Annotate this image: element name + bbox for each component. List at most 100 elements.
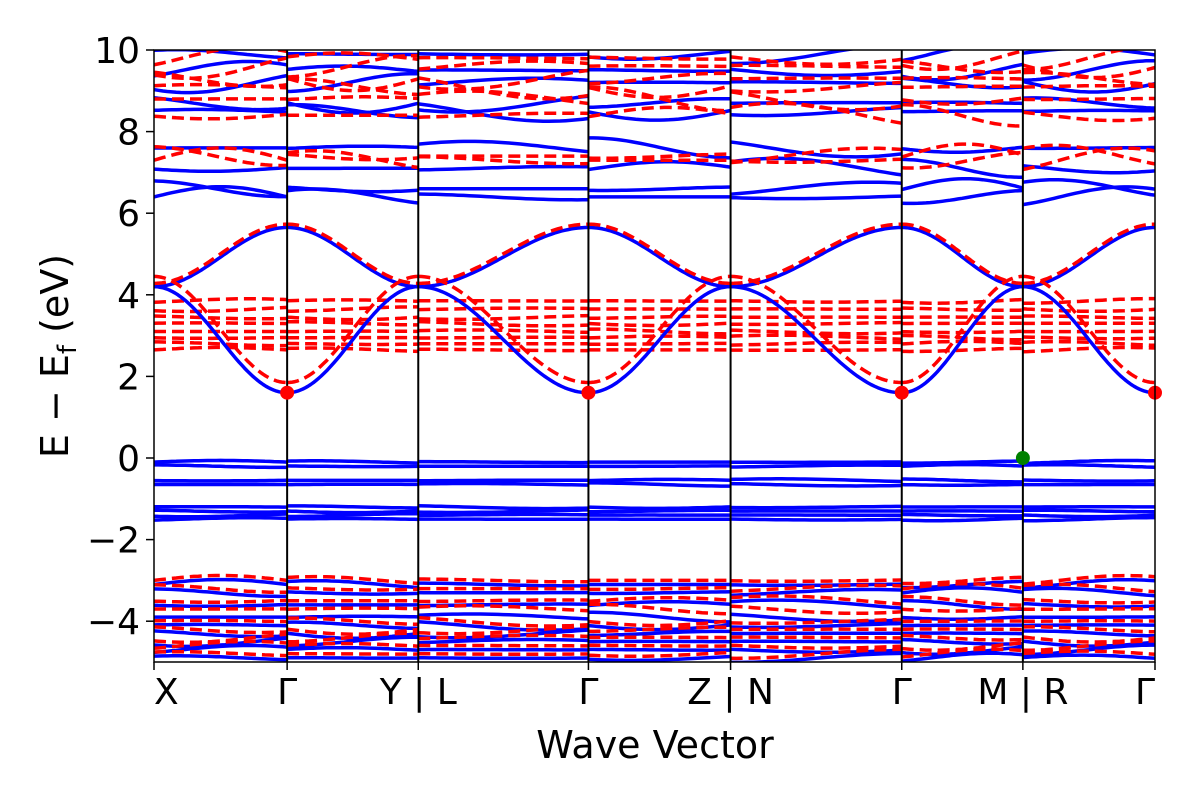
red-flat-band-3-seg-5	[901, 329, 1023, 335]
blue-valence-flat-band-4-seg-3	[588, 505, 731, 511]
red-valence-deep-band-8-seg-0	[154, 649, 288, 658]
red-valence-deep-band-5-seg-5	[901, 627, 1023, 632]
blue-valence-flat-band-3-seg-3	[588, 481, 731, 488]
red-flat-band-2-seg-4	[730, 333, 902, 341]
red-conduction-upper-band-7-seg-3	[588, 55, 731, 61]
red-flat-band-6-seg-2	[418, 306, 589, 312]
blue-valence-deep-band-1-seg-0	[154, 587, 288, 599]
blue-conduction-upper-band-7-seg-1	[286, 64, 419, 74]
blue-valence-deep-band-8-seg-6	[1022, 653, 1155, 661]
blue-valence-flat-band-4-seg-4	[730, 504, 902, 510]
blue-valence-deep-band-7-seg-1	[287, 645, 419, 652]
blue-valence-flat-band-7-seg-1	[287, 516, 419, 522]
red-conduction-low-band-seg-4	[730, 274, 902, 385]
blue-valence-flat-band-6-seg-2	[418, 512, 589, 518]
red-valence-deep-band-4-seg-6	[1022, 619, 1155, 624]
blue-valence-flat-band-1-seg-4	[730, 463, 902, 469]
x-tick-label: Γ	[578, 672, 598, 713]
blue-valence-deep-band-7-seg-2	[418, 647, 589, 652]
blue-conduction-low-band-seg-4	[730, 284, 902, 395]
blue-valence-flat-band-7-seg-0	[154, 516, 288, 522]
blue-conduction-low-band-seg-2	[418, 284, 589, 395]
cbm-marker-3	[581, 385, 596, 400]
x-tick-label: Γ	[892, 672, 912, 713]
red-conduction-upper-band-0-seg-0	[154, 146, 288, 162]
red-conduction-high-band-seg-4	[730, 222, 902, 286]
red-valence-deep-band-4-seg-1	[287, 616, 419, 627]
blue-conduction-low-band-seg-1	[287, 284, 419, 395]
red-conduction-upper-band-2-seg-2	[418, 111, 589, 119]
x-tick-label: X	[154, 672, 179, 713]
y-tick-label: −2	[87, 521, 140, 562]
x-tick-label: Z | N	[687, 672, 774, 713]
red-valence-deep-band-4-seg-4	[730, 617, 902, 626]
red-flat-band-1-seg-4	[730, 340, 902, 347]
blue-valence-deep-band-0-seg-2	[418, 581, 589, 588]
red-flat-band-4-seg-1	[287, 320, 419, 327]
red-conduction-upper-band-3-seg-5	[901, 96, 1024, 106]
blue-valence-flat-band-2-seg-6	[1022, 478, 1155, 483]
red-valence-deep-band-5-seg-3	[588, 625, 731, 634]
red-valence-deep-band-3-seg-1	[287, 606, 419, 611]
blue-valence-deep-band-0-seg-6	[1022, 577, 1155, 590]
blue-conduction-upper-band-2-seg-2	[418, 164, 589, 172]
red-conduction-upper-band-6-seg-6	[1022, 63, 1155, 80]
red-valence-deep-band-8-seg-2	[418, 651, 589, 656]
blue-valence-deep-band-2-seg-4	[730, 598, 902, 610]
blue-conduction-upper-band-2-seg-5	[901, 157, 1023, 180]
y-axis-title: E − Ef (eV)	[33, 254, 83, 458]
red-conduction-upper-band-0-seg-6	[1022, 146, 1155, 172]
red-valence-deep-band-2-seg-3	[588, 595, 731, 604]
blue-valence-deep-band-4-seg-2	[418, 620, 589, 632]
red-valence-deep-band-6-seg-5	[901, 633, 1023, 642]
red-conduction-high-band-seg-6	[1022, 222, 1155, 286]
red-flat-band-7-seg-5	[901, 297, 1023, 305]
blue-valence-deep-band-3-seg-2	[418, 612, 589, 621]
red-conduction-low-band-seg-0	[154, 274, 288, 385]
red-valence-deep-band-4-seg-3	[588, 619, 731, 628]
blue-valence-flat-band-7-seg-4	[730, 517, 902, 522]
blue-valence-deep-band-1-seg-5	[901, 586, 1024, 595]
red-valence-deep-band-5-seg-6	[1022, 625, 1155, 634]
red-conduction-upper-band-3-seg-4	[730, 90, 902, 112]
blue-valence-deep-band-2-seg-6	[1022, 601, 1155, 609]
red-conduction-upper-band-7-seg-0	[154, 50, 288, 67]
blue-conduction-high-band-seg-1	[287, 225, 419, 289]
red-flat-band-4-seg-3	[588, 321, 731, 328]
red-flat-band-5-seg-6	[1022, 314, 1155, 321]
red-conduction-upper-band-0-seg-5	[901, 150, 1023, 170]
red-valence-deep-band-3-seg-4	[730, 604, 902, 616]
blue-conduction-upper-band-4-seg-2	[418, 102, 589, 123]
red-flat-band-3-seg-2	[418, 328, 589, 335]
blue-valence-deep-band-1-seg-6	[1022, 586, 1155, 598]
blue-valence-deep-band-3-seg-3	[588, 610, 731, 624]
blue-valence-deep-band-6-seg-4	[730, 639, 902, 644]
red-conduction-upper-band-4-seg-4	[730, 80, 902, 94]
blue-valence-deep-band-6-seg-2	[418, 637, 589, 645]
red-conduction-upper-band-4-seg-2	[418, 76, 589, 101]
red-conduction-upper-band-1-seg-3	[588, 152, 731, 160]
extremum-markers	[280, 385, 1162, 465]
blue-valence-deep-band-8-seg-2	[418, 656, 589, 661]
blue-valence-flat-band-7-seg-5	[901, 516, 1023, 523]
red-conduction-upper-band-4-seg-3	[588, 84, 731, 100]
red-valence-deep-band-0-seg-4	[730, 578, 902, 583]
blue-valence-flat-band-5-seg-2	[418, 508, 589, 515]
blue-valence-deep-band-7-seg-3	[588, 647, 731, 652]
red-flat-band-7-seg-1	[287, 298, 419, 303]
red-conduction-upper-band-0-seg-4	[730, 157, 902, 165]
red-flat-band-4-seg-0	[154, 321, 288, 326]
blue-conduction-upper-band-1-seg-1	[286, 185, 419, 194]
red-valence-deep-band-0-seg-6	[1022, 573, 1155, 586]
red-flat-band-6-seg-6	[1022, 307, 1155, 314]
blue-conduction-upper-band-7-seg-2	[418, 68, 589, 73]
blue-valence-flat-band-6-seg-5	[901, 512, 1023, 518]
blue-valence-deep-band-0-seg-1	[287, 578, 419, 590]
red-valence-deep-band-8-seg-5	[901, 647, 1024, 659]
red-conduction-upper-band-2-seg-5	[901, 102, 1023, 128]
red-valence-deep-band-8-seg-4	[730, 647, 902, 661]
red-valence-deep-band-0-seg-1	[287, 574, 419, 586]
blue-conduction-upper-band-0-seg-4	[730, 194, 902, 201]
blue-valence-flat-band-5-seg-6	[1022, 508, 1155, 514]
blue-conduction-upper-band-3-seg-3	[588, 136, 731, 160]
